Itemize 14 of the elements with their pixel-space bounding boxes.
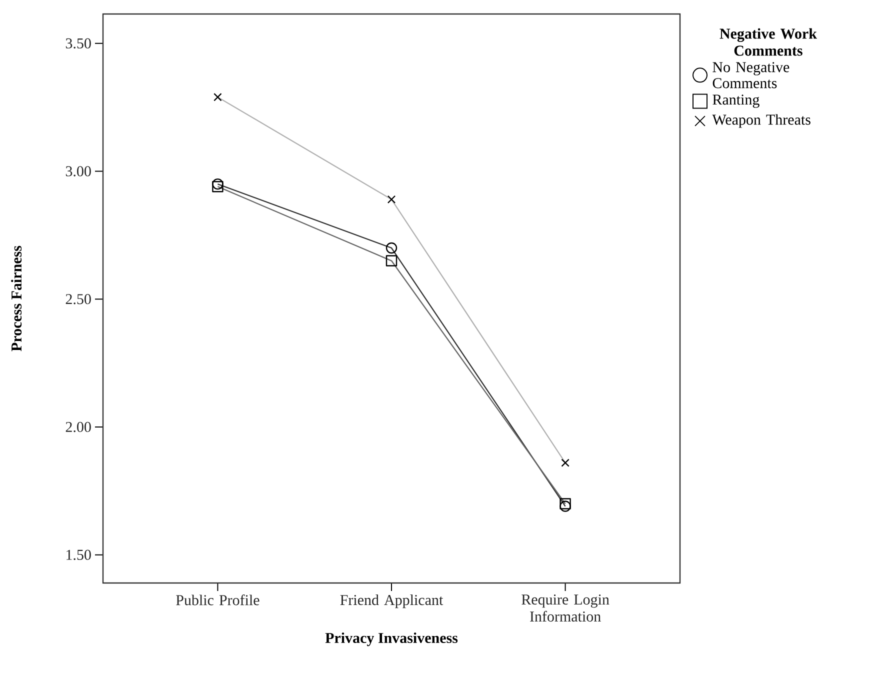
legend-label: Ranting (712, 94, 760, 108)
y-tick-label: 2.50 (66, 294, 91, 304)
y-tick-label: 3.50 (66, 38, 91, 49)
x-tick-label: Require Login Information (522, 594, 610, 622)
y-tick-label: 3.00 (66, 166, 91, 176)
y-axis-title: Process Fairness (11, 246, 22, 352)
legend-label: No Negative Comments (712, 62, 790, 88)
y-tick-label: 2.00 (66, 422, 91, 432)
legend-label: Weapon Threats (712, 114, 810, 128)
y-tick-label: 1.50 (66, 550, 91, 560)
legend-title: Negative Work Comments (720, 28, 817, 56)
x-tick-label: Public Profile (176, 594, 260, 606)
x-axis-title: Privacy Invasiveness (325, 632, 458, 646)
x-tick-label: Friend Applicant (340, 594, 444, 608)
